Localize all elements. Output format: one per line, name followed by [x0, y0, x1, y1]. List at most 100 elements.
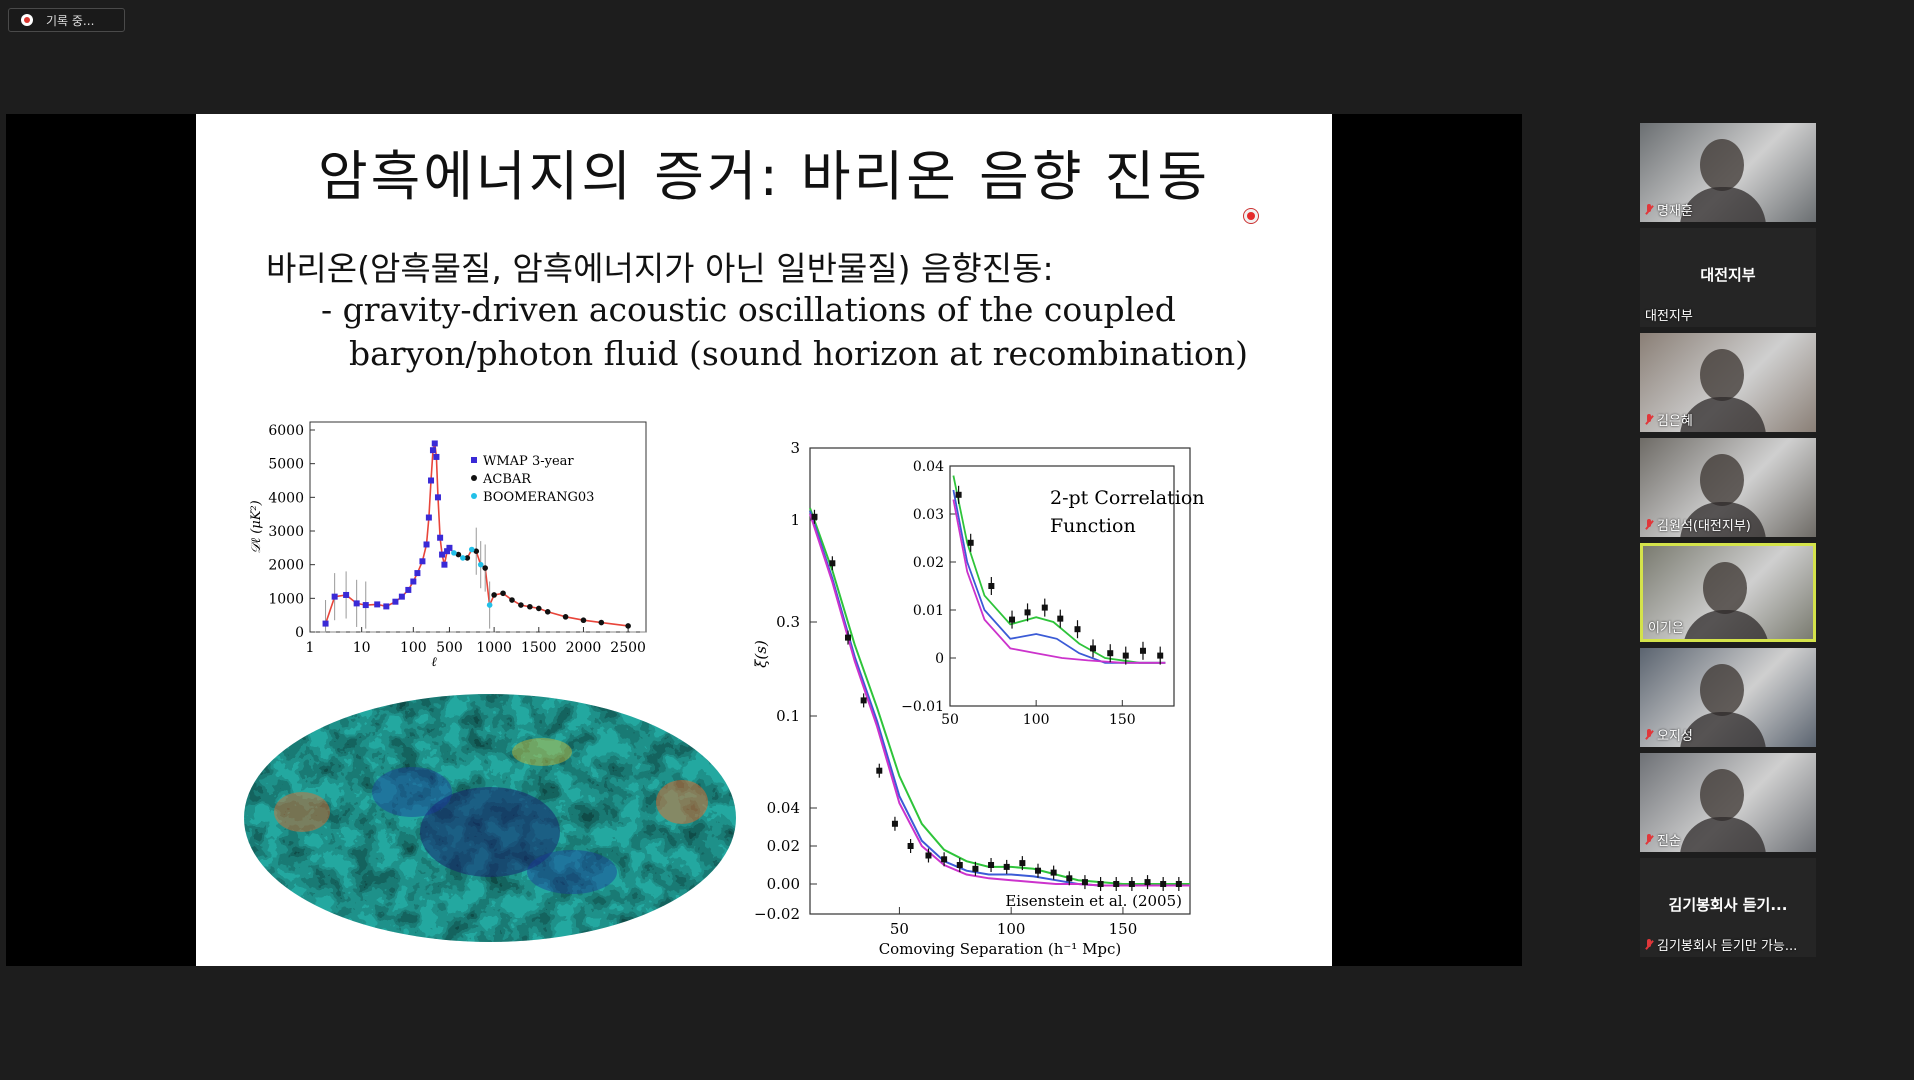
ps-point-acbar: [625, 623, 631, 629]
cf-data-point: [907, 843, 914, 849]
ps-point-wmap: [343, 591, 350, 598]
ps-xtick-label: 10: [353, 640, 371, 656]
inset-data-point: [1024, 609, 1031, 616]
inset-data-point: [1122, 652, 1129, 659]
ps-point-wmap: [322, 620, 329, 627]
ps-point-boomerang: [477, 561, 484, 568]
ps-theory-curve: [324, 443, 629, 627]
participant-display-name: 대전지부: [1700, 266, 1756, 284]
legend-marker: [471, 457, 477, 463]
ps-point-wmap: [383, 603, 390, 610]
ps-point-wmap: [331, 593, 338, 600]
participant-tile[interactable]: 김원석(대전지부): [1640, 438, 1816, 537]
laser-pointer: [1243, 208, 1259, 224]
participant-name-tag: 김은혜: [1645, 410, 1693, 429]
ps-point-boomerang: [486, 602, 493, 608]
ps-point-acbar: [580, 617, 587, 624]
ps-point-acbar: [482, 565, 488, 571]
participant-name-tag: 김기봉회사 듣기만 가능...: [1645, 935, 1797, 954]
participant-tile[interactable]: 명재훈: [1640, 123, 1816, 222]
cf-data-point: [829, 560, 836, 567]
ps-point-wmap: [410, 578, 417, 585]
participant-tile[interactable]: 진순: [1640, 753, 1816, 852]
ps-frame: [309, 421, 647, 633]
cf-frame: [809, 447, 1191, 915]
inset-data-point: [1157, 652, 1164, 659]
cf-xlabel: Comoving Separation (h⁻¹ Mpc): [879, 940, 1122, 958]
ps-xtick-label: 1000: [476, 640, 512, 656]
ps-point-wmap: [433, 453, 440, 460]
cf-data-point: [1035, 867, 1041, 874]
cf-data-point: [1019, 860, 1026, 867]
ps-xtick-label: 100: [400, 640, 427, 656]
participant-name-tag: 김원석(대전지부): [1645, 515, 1751, 534]
participant-name-tag: 대전지부: [1645, 305, 1693, 324]
cf-data-point: [1050, 869, 1057, 876]
inset-frame: [949, 465, 1175, 707]
participant-video: [1640, 648, 1816, 747]
cf-data-point: [1003, 863, 1010, 870]
record-icon: [21, 14, 33, 26]
participant-tile[interactable]: 이기은: [1640, 543, 1816, 642]
inset-data-point: [1107, 650, 1114, 657]
participant-tile[interactable]: 김기봉회사 듣기... 김기봉회사 듣기만 가능...: [1640, 858, 1816, 957]
inset-ytick-label: 0.03: [913, 507, 944, 523]
mic-muted-icon: [1645, 203, 1653, 216]
participant-video: [1643, 546, 1813, 639]
inset-title-line1: 2-pt Correlation: [1050, 487, 1205, 509]
inset-data-point: [1139, 647, 1146, 654]
slide-bullet-line1: - gravity-driven acoustic oscillations o…: [321, 290, 1176, 329]
ps-point-wmap: [353, 600, 360, 607]
person-silhouette: [1700, 454, 1744, 506]
participant-name-tag: 이기은: [1648, 617, 1684, 636]
participant-name: 대전지부: [1645, 309, 1693, 324]
cf-ytick-label: 3: [790, 439, 800, 457]
participant-tile[interactable]: 오지성: [1640, 648, 1816, 747]
ps-point-acbar: [455, 551, 462, 558]
inset-ytick-label: 0.01: [913, 603, 944, 619]
legend-marker: [471, 475, 477, 481]
mic-muted-icon: [1645, 518, 1653, 531]
inset-xtick-label: 150: [1109, 712, 1136, 728]
mic-muted-icon: [1645, 833, 1653, 846]
ps-point-wmap: [362, 602, 369, 609]
ps-point-acbar: [535, 605, 542, 612]
cf-data-point: [1066, 875, 1073, 882]
cf-data-point: [972, 865, 979, 872]
cf-xtick-label: 50: [890, 920, 909, 938]
ps-point-wmap: [425, 514, 432, 521]
cf-data-point: [1097, 881, 1104, 887]
cf-annotation: Eisenstein et al. (2005): [1005, 892, 1182, 910]
cf-data-point: [1128, 881, 1135, 887]
cf-data-point: [1160, 881, 1167, 887]
person-body: [1683, 610, 1769, 639]
participant-tile[interactable]: 대전지부 대전지부: [1640, 228, 1816, 327]
cf-data-point: [956, 862, 963, 868]
ps-point-wmap: [392, 598, 399, 605]
participant-name-tag: 진순: [1645, 830, 1681, 849]
participant-name: 김원석(대전지부): [1657, 519, 1751, 534]
recording-indicator[interactable]: 기록 중...: [8, 8, 125, 32]
mic-muted-icon: [1645, 938, 1653, 951]
participant-name-tag: 명재훈: [1645, 200, 1693, 219]
ps-point-wmap: [398, 593, 405, 600]
cf-data-point: [1175, 881, 1182, 887]
participant-display-name: 김기봉회사 듣기...: [1668, 896, 1788, 914]
ps-point-acbar: [598, 619, 605, 626]
ps-ytick-label: 0: [295, 625, 304, 641]
mic-muted-icon: [1645, 413, 1653, 426]
participant-tile[interactable]: 김은혜: [1640, 333, 1816, 432]
participant-name: 명재훈: [1657, 204, 1693, 219]
inset-data-point: [955, 491, 962, 498]
participant-video: [1640, 333, 1816, 432]
cf-data-point: [941, 856, 948, 863]
inset-xtick-label: 100: [1023, 712, 1050, 728]
inset-data-point: [1057, 615, 1064, 622]
legend-label: ACBAR: [482, 472, 532, 487]
ps-ytick-label: 2000: [268, 558, 304, 574]
slide-title: 암흑에너지의 증거: 바리온 음향 진동: [317, 145, 1211, 208]
inset-ytick-label: 0: [935, 651, 944, 667]
ps-ylabel: 𝒟ℓ (μK²): [249, 500, 264, 553]
ps-point-acbar: [544, 609, 551, 615]
ps-point-wmap: [439, 551, 446, 558]
